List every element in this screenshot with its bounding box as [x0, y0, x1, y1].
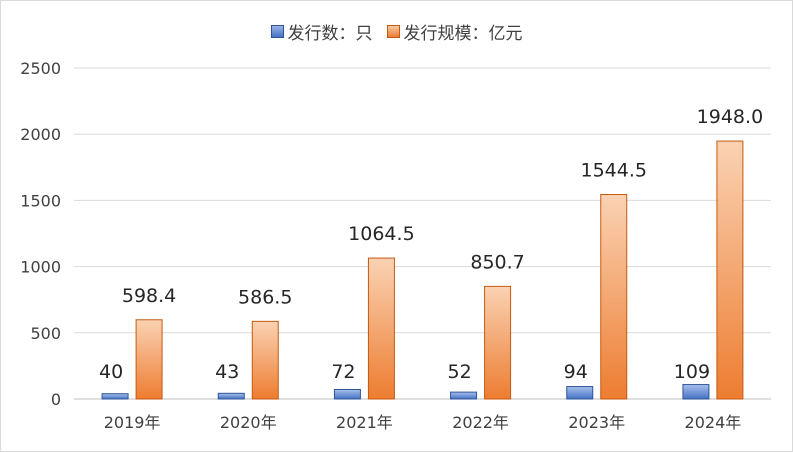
data-label-scale: 586.5 [238, 286, 292, 308]
legend-item-scale: 发行规模：亿元 [386, 19, 523, 44]
data-label-count: 109 [674, 361, 710, 383]
x-tick-label: 2019年 [104, 413, 161, 432]
legend-swatch-scale [386, 25, 400, 38]
data-label-scale: 1544.5 [581, 160, 647, 182]
data-label-scale: 1948.0 [697, 106, 763, 128]
bar-scale [600, 194, 628, 400]
legend-label-scale: 发行规模：亿元 [403, 24, 523, 44]
y-tick-label: 2500 [20, 59, 61, 78]
y-tick-label: 1500 [20, 191, 61, 210]
data-label-scale: 850.7 [470, 251, 524, 273]
bar-scale [716, 140, 744, 400]
bar-scale [367, 257, 395, 400]
bar-scale [251, 320, 279, 400]
bar-count [682, 384, 710, 400]
y-tick-label: 500 [30, 324, 61, 343]
data-label-scale: 598.4 [122, 285, 176, 307]
x-tick-label: 2021年 [336, 413, 393, 432]
data-label-count: 52 [447, 361, 471, 383]
bar-count [566, 386, 594, 400]
legend-label-count: 发行数：只 [287, 24, 373, 44]
data-label-count: 43 [215, 361, 239, 383]
data-label-scale: 1064.5 [348, 223, 414, 245]
bar-scale [484, 285, 512, 400]
x-tick-label: 2020年 [220, 413, 277, 432]
bar-count [217, 392, 245, 400]
legend: 发行数：只 发行规模：亿元 [1, 19, 792, 44]
x-tick-label: 2022年 [452, 413, 509, 432]
bar-scale [135, 319, 163, 400]
legend-item-count: 发行数：只 [270, 19, 373, 44]
y-tick-label: 0 [51, 390, 61, 409]
data-label-count: 40 [99, 361, 123, 383]
x-tick-label: 2023年 [568, 413, 625, 432]
y-tick-label: 1000 [20, 258, 61, 277]
data-label-count: 94 [564, 361, 588, 383]
data-label-count: 72 [331, 361, 355, 383]
bar-count [101, 393, 129, 400]
y-tick-label: 2000 [20, 125, 61, 144]
legend-swatch-count [270, 25, 284, 38]
x-tick-label: 2024年 [685, 413, 742, 432]
bar-count [333, 388, 361, 400]
bar-count [450, 391, 478, 400]
